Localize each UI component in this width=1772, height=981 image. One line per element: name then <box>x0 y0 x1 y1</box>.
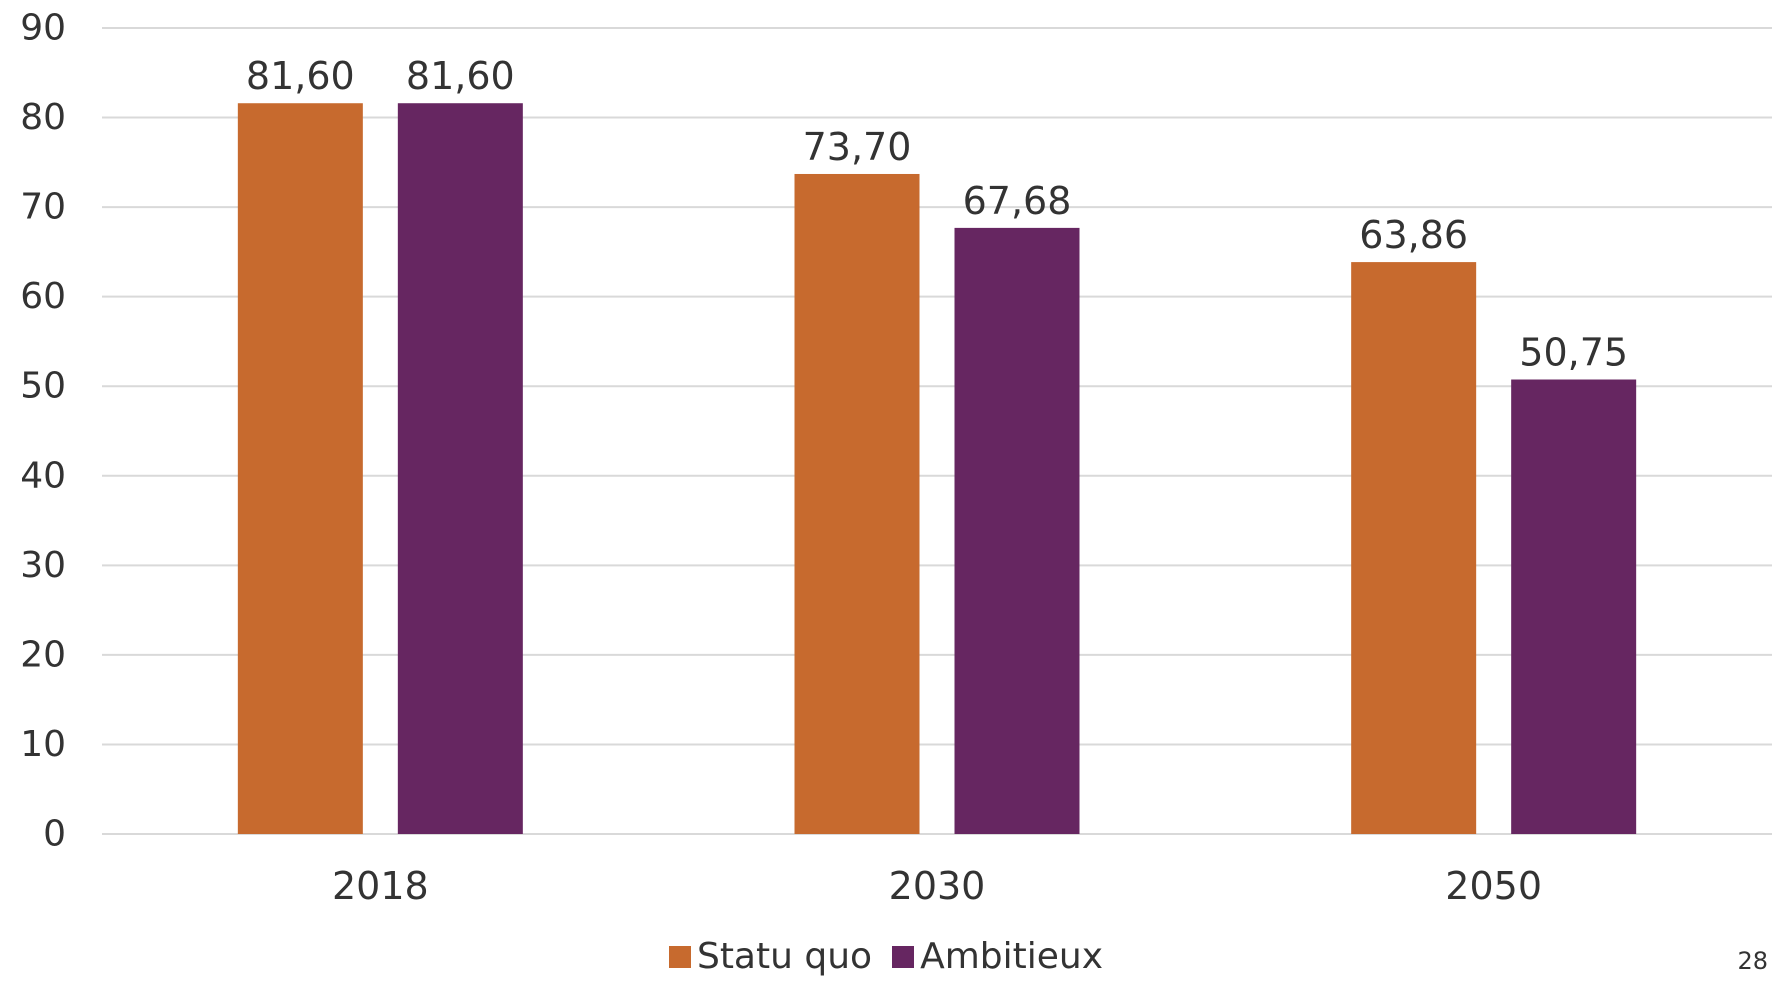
legend-swatch-statu-quo <box>669 946 691 968</box>
y-tick-label: 30 <box>20 545 66 586</box>
y-tick-label: 80 <box>20 97 66 138</box>
bar-ambitieux-2030 <box>955 228 1080 834</box>
page-number: 28 <box>1737 947 1768 975</box>
x-tick-label: 2050 <box>1445 864 1542 908</box>
bar-statu-quo-2050 <box>1351 262 1476 834</box>
legend-item-statu-quo: Statu quo <box>669 936 872 977</box>
data-label: 73,70 <box>803 125 912 169</box>
y-tick-label: 60 <box>20 276 66 317</box>
x-axis-tick-labels: 2018 2030 2050 <box>332 864 1542 908</box>
legend-label-statu-quo: Statu quo <box>697 936 872 977</box>
bar-statu-quo-2018 <box>238 103 363 834</box>
bar-statu-quo-2030 <box>795 174 920 834</box>
legend-label-ambitieux: Ambitieux <box>920 936 1103 977</box>
data-label: 67,68 <box>963 179 1072 223</box>
y-tick-label: 20 <box>20 634 66 675</box>
y-tick-label: 40 <box>20 455 66 496</box>
legend-swatch-ambitieux <box>892 946 914 968</box>
y-tick-label: 10 <box>20 724 66 765</box>
bar-ambitieux-2018 <box>398 103 523 834</box>
legend-item-ambitieux: Ambitieux <box>892 936 1103 977</box>
y-axis-tick-labels: 0 10 20 30 40 50 60 70 80 90 <box>20 8 66 855</box>
y-tick-label: 0 <box>43 814 66 855</box>
bar-ambitieux-2050 <box>1511 380 1636 834</box>
legend: Statu quo Ambitieux <box>0 936 1772 977</box>
y-tick-label: 70 <box>20 187 66 228</box>
data-label: 63,86 <box>1359 213 1468 257</box>
data-label: 81,60 <box>246 54 355 98</box>
data-label: 81,60 <box>406 54 515 98</box>
x-tick-label: 2018 <box>332 864 429 908</box>
y-tick-label: 90 <box>20 8 66 49</box>
y-tick-label: 50 <box>20 366 66 407</box>
data-label: 50,75 <box>1519 331 1628 375</box>
x-tick-label: 2030 <box>889 864 986 908</box>
